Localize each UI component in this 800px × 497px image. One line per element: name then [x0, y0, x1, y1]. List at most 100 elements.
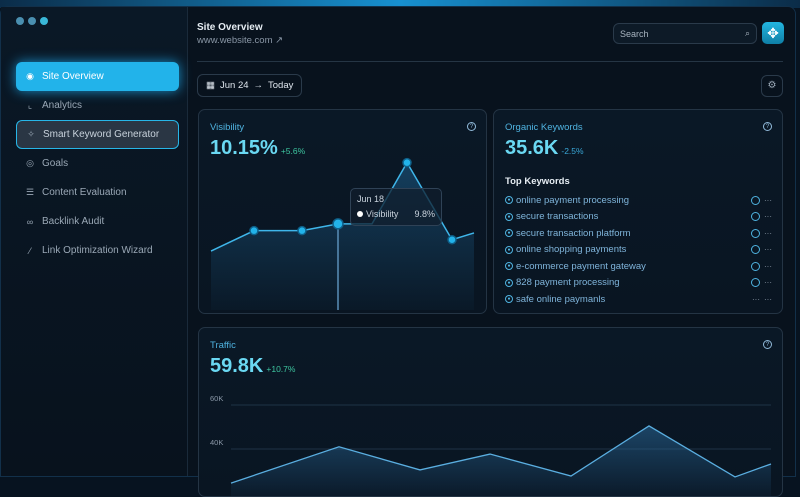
status-icon[interactable] — [751, 195, 760, 205]
page-title: Site Overview — [197, 22, 263, 33]
sidebar-nav: ◉ Site Overview ⌞ Analytics ✧ Smart Keyword G… — [16, 62, 179, 265]
keyword-row[interactable]: ● e-commerce payment gateway ··· — [505, 258, 772, 275]
search-placeholder: Search — [620, 29, 649, 39]
target-icon: ◎ — [26, 158, 34, 168]
status-icon[interactable] — [751, 278, 760, 288]
status-icon[interactable] — [751, 261, 760, 271]
target-icon: ● — [505, 229, 513, 238]
keyword-text: e-commerce payment gateway — [516, 260, 646, 272]
calendar-icon: ▦ — [206, 80, 215, 91]
list-icon: ☰ — [25, 187, 35, 197]
keyword-list: ● online payment processing ··· ● secure tra… — [505, 192, 772, 308]
site-url[interactable]: www.website.com — [197, 35, 273, 46]
external-link-icon: ↗ — [275, 35, 284, 46]
sidebar-item-label: Analytics — [42, 100, 83, 111]
card-label: Organic Keywords — [505, 122, 583, 133]
chart-tooltip: Jun 18 Visibility 9.8% — [350, 188, 442, 226]
sidebar-item-backlink-audit[interactable]: ∞ Backlink Audit — [16, 207, 179, 236]
y-tick-label: 60K — [210, 394, 224, 403]
metric-delta: +5.6% — [280, 146, 306, 156]
y-tick-label: 40K — [210, 438, 224, 447]
app-logo[interactable]: ✥ — [762, 22, 784, 44]
keyword-row[interactable]: ● online shopping payments ··· — [505, 242, 772, 259]
help-icon[interactable]: ? — [763, 122, 772, 131]
window-controls — [16, 17, 48, 25]
metric-delta: -2.5% — [561, 146, 584, 156]
traffic-area — [231, 425, 771, 496]
metric-value: 10.15% — [210, 137, 278, 159]
sidebar-item-goals[interactable]: ◎ Goals — [16, 149, 179, 178]
more-options-icon[interactable]: ··· — [764, 294, 772, 304]
data-point — [332, 218, 344, 230]
sidebar-item-label: Site Overview — [42, 71, 104, 82]
more-options-icon[interactable]: ··· — [764, 228, 772, 238]
keyword-row[interactable]: ● 828 payment processing ··· — [505, 275, 772, 292]
date-to: Today — [268, 80, 294, 91]
metric-delta: +10.7% — [266, 364, 296, 374]
more-options-icon[interactable]: ··· — [764, 278, 772, 288]
wand-icon: ⁄ — [29, 245, 31, 256]
sidebar-item-link-optimization-wizard[interactable]: ⁄ Link Optimization Wizard — [16, 236, 179, 265]
keyword-text: 828 payment processing — [516, 277, 620, 289]
sparkle-icon: ✧ — [27, 129, 35, 139]
maximize-dot[interactable] — [40, 17, 48, 25]
target-icon: ● — [505, 278, 513, 287]
keyword-text: online payment processing — [516, 194, 630, 206]
more-options-icon[interactable]: ··· — [764, 245, 772, 255]
metric-value: 35.6K — [505, 137, 559, 159]
sidebar-item-smart-keyword-generator[interactable]: ✧ Smart Keyword Generator — [16, 120, 179, 149]
sidebar-item-analytics[interactable]: ⌞ Analytics — [16, 91, 179, 120]
keyword-row[interactable]: ● safe online paymanls ··· ··· — [505, 291, 772, 308]
link-icon: ∞ — [26, 216, 34, 227]
data-point — [402, 157, 412, 168]
traffic-chart — [230, 404, 772, 496]
search-input[interactable]: Search ⌕ — [613, 23, 757, 44]
help-icon[interactable]: ? — [467, 122, 476, 131]
sidebar-item-label: Smart Keyword Generator — [43, 129, 160, 140]
main-content: Site Overview www.website.com ↗ Search ⌕ … — [188, 7, 795, 497]
gear-icon: ⚙ — [767, 80, 777, 91]
status-icon[interactable] — [751, 212, 760, 222]
arrow-icon: → — [253, 80, 264, 91]
data-point — [249, 225, 259, 236]
settings-button[interactable]: ⚙ — [761, 75, 783, 97]
target-icon: ● — [505, 262, 513, 271]
divider — [197, 61, 783, 62]
tooltip-date: Jun 18 — [357, 194, 385, 204]
more-icon[interactable]: ··· — [752, 294, 760, 304]
keyword-text: safe online paymanls — [516, 293, 606, 305]
data-point — [297, 225, 307, 236]
more-options-icon[interactable]: ··· — [764, 261, 772, 271]
organic-value: 35.6K -2.5% — [505, 137, 584, 160]
visibility-area — [211, 162, 474, 310]
more-options-icon[interactable]: ··· — [764, 195, 772, 205]
eye-icon: ◉ — [26, 71, 34, 81]
target-icon: ● — [505, 295, 513, 304]
target-icon: ● — [505, 196, 513, 205]
app-window: ◉ Site Overview ⌞ Analytics ✧ Smart Keyword G… — [0, 6, 796, 497]
metric-value: 59.8K — [210, 355, 264, 377]
traffic-card: Traffic 59.8K +10.7% ? 60K 40K — [198, 327, 783, 497]
data-point — [447, 234, 457, 245]
sidebar-item-label: Goals — [42, 158, 69, 169]
search-icon[interactable]: ⌕ — [744, 28, 750, 38]
tooltip-series: Visibility — [366, 209, 399, 219]
keyword-text: secure transaction platform — [516, 227, 631, 239]
help-icon[interactable]: ? — [763, 340, 772, 349]
date-from: Jun 24 — [219, 80, 249, 91]
status-icon[interactable] — [751, 245, 760, 255]
keyword-text: online shopping payments — [516, 244, 627, 256]
keyword-row[interactable]: ● secure transaction platform ··· — [505, 225, 772, 242]
keyword-row[interactable]: ● online payment processing ··· — [505, 192, 772, 209]
minimize-dot[interactable] — [28, 17, 36, 25]
sidebar-item-site-overview[interactable]: ◉ Site Overview — [16, 62, 179, 91]
close-dot[interactable] — [16, 17, 24, 25]
site-url-link[interactable]: www.website.com ↗ — [197, 35, 283, 46]
date-range-picker[interactable]: ▦ Jun 24 → Today — [197, 74, 303, 97]
traffic-line — [230, 425, 772, 484]
more-options-icon[interactable]: ··· — [764, 212, 772, 222]
status-icon[interactable] — [751, 228, 760, 238]
keyword-text: secure transactions — [516, 211, 599, 223]
keyword-row[interactable]: ● secure transactions ··· — [505, 209, 772, 226]
sidebar-item-content-evaluation[interactable]: ☰ Content Evaluation — [16, 178, 179, 207]
